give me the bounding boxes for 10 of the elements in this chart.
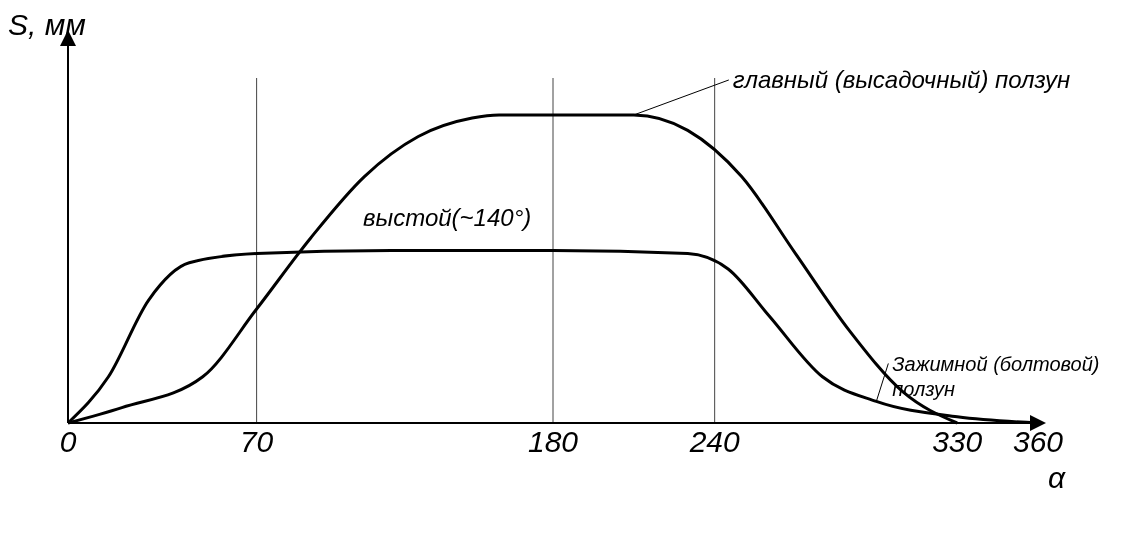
x-tick-label: 240 <box>688 425 740 459</box>
annotation: выстой(~140°) <box>363 204 532 232</box>
x-tick-label: 180 <box>527 425 579 459</box>
x-tick-label: 70 <box>239 425 274 459</box>
x-tick-label: 360 <box>1012 425 1064 459</box>
x-axis-title: α <box>1048 461 1066 495</box>
y-axis-title: S, мм <box>8 8 86 42</box>
text: главный (высадочный) ползун <box>732 65 1071 93</box>
x-tick-label: 0 <box>59 425 77 459</box>
x-tick-label: 330 <box>932 425 983 459</box>
